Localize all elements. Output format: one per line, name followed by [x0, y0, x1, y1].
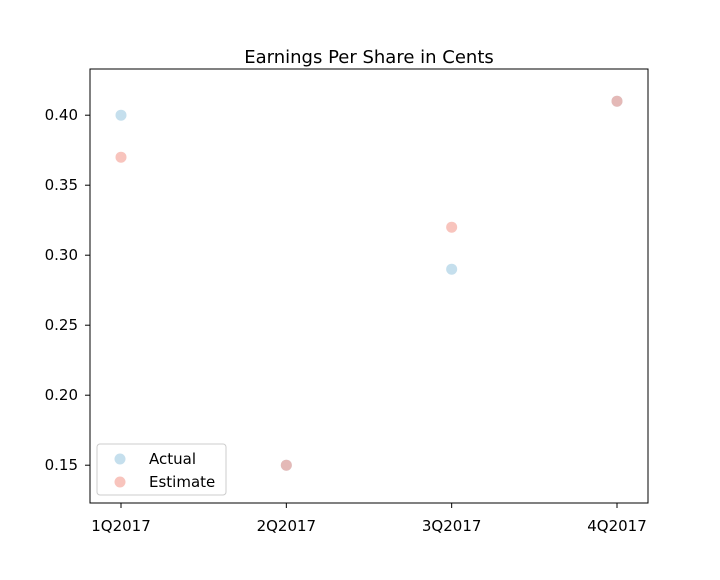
point-actual	[115, 109, 127, 121]
point-estimate	[280, 459, 292, 471]
legend-label-actual: Actual	[149, 450, 196, 468]
y-tick-label: 0.25	[45, 316, 78, 334]
y-tick-label: 0.20	[45, 386, 78, 404]
x-tick-label: 4Q2017	[587, 517, 647, 535]
legend-label-estimate: Estimate	[149, 473, 215, 491]
x-tick-label: 2Q2017	[257, 517, 317, 535]
legend-box	[96, 443, 227, 496]
x-tick-label: 3Q2017	[422, 517, 482, 535]
point-estimate	[611, 95, 623, 107]
x-axis: 1Q2017 2Q2017 3Q2017 4Q2017	[91, 503, 647, 535]
x-tick-label: 1Q2017	[91, 517, 151, 535]
point-actual	[446, 263, 458, 275]
point-estimate	[446, 221, 458, 233]
y-tick-label: 0.35	[45, 176, 78, 194]
y-tick-label: 0.30	[45, 246, 78, 264]
y-axis: 0.15 0.20 0.25 0.30 0.35 0.40	[45, 106, 90, 474]
point-estimate	[115, 151, 127, 163]
plot-area	[89, 68, 649, 504]
data-points	[115, 95, 623, 471]
y-tick-label: 0.15	[45, 456, 78, 474]
legend-marker-estimate	[114, 476, 126, 488]
y-tick-label: 0.40	[45, 106, 78, 124]
legend: Actual Estimate	[96, 443, 227, 496]
chart-title: Earnings Per Share in Cents	[244, 47, 494, 68]
legend-marker-actual	[114, 453, 126, 465]
